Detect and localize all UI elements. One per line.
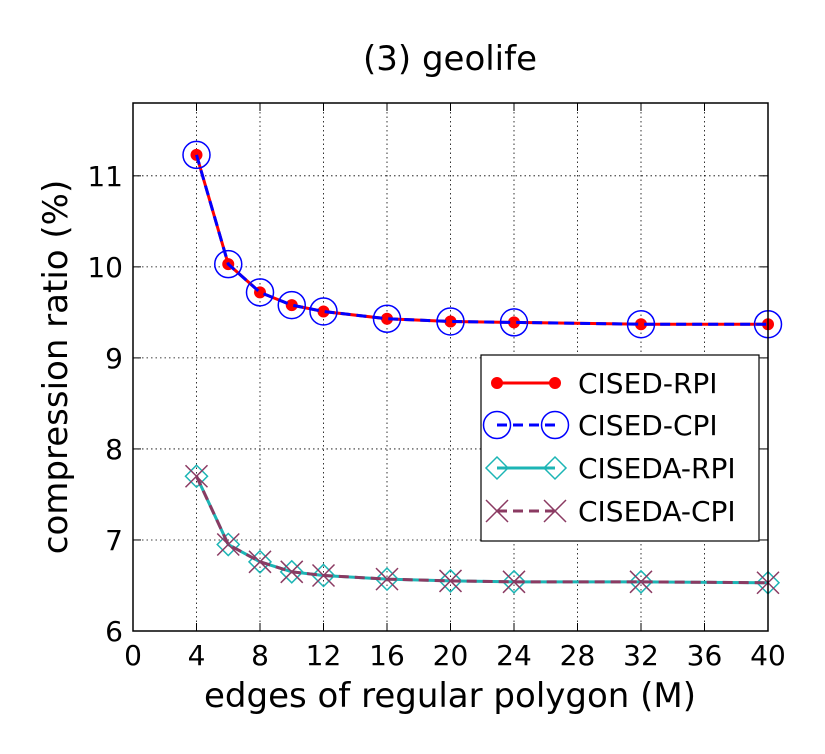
x-marker-stroke — [280, 560, 304, 584]
x-marker-stroke — [216, 532, 240, 557]
x-marker-stroke — [248, 550, 272, 574]
data-point — [438, 568, 463, 593]
x-tick-label: 0 — [124, 639, 142, 672]
legend-label: CISEDA-CPI — [578, 495, 736, 528]
x-tick-label: 16 — [369, 639, 405, 672]
data-point — [184, 464, 209, 488]
legend-box — [480, 354, 760, 542]
x-tick-label: 12 — [306, 639, 342, 672]
x-tick-label: 24 — [496, 639, 532, 672]
x-marker-stroke — [311, 563, 336, 587]
x-tick-label: 8 — [251, 639, 269, 672]
data-point — [311, 563, 336, 588]
x-tick-label: 4 — [188, 639, 206, 672]
data-point — [372, 304, 402, 334]
legend-marker — [491, 377, 503, 389]
legend-marker — [543, 499, 567, 523]
series-line — [195, 154, 768, 326]
series-cised-cpi — [182, 140, 783, 339]
data-point — [245, 278, 275, 307]
legend-marker — [484, 455, 510, 481]
data-point — [216, 532, 240, 557]
data-point — [216, 532, 241, 557]
legend-marker — [549, 377, 561, 389]
x-tick-label: 40 — [750, 639, 786, 672]
x-marker-stroke — [184, 464, 209, 488]
legend-marker — [485, 499, 509, 523]
legend-item: CISEDA-RPI — [484, 452, 736, 485]
data-point — [626, 309, 656, 339]
series-line — [195, 475, 769, 585]
x-marker-stroke — [375, 567, 399, 591]
y-tick-label: 6 — [105, 615, 123, 648]
legend: CISED-RPI CISED-CPI CISEDA-RPI CISEDA-CPI — [480, 354, 760, 542]
data-point — [184, 464, 209, 489]
y-axis-label: compression ratio (%) — [36, 180, 76, 554]
legend-item: CISED-CPI — [482, 409, 718, 442]
legend-marker — [540, 410, 570, 440]
legend-item: CISEDA-CPI — [485, 495, 736, 528]
data-point — [502, 570, 526, 594]
x-marker-stroke — [485, 499, 509, 523]
legend-label: CISED-RPI — [578, 367, 718, 400]
y-tick-label: 10 — [87, 251, 123, 284]
data-point — [436, 307, 465, 336]
x-tick-label: 28 — [560, 639, 596, 672]
x-tick-label: 36 — [687, 639, 723, 672]
axis-ticks: 0 4 8 12 16 20 24 28 32 36 40 6 7 8 9 10 11 — [87, 103, 786, 672]
series-line — [195, 154, 768, 326]
data-point — [277, 290, 306, 320]
data-point — [248, 550, 272, 574]
data-point — [374, 567, 400, 592]
x-marker-stroke — [543, 499, 567, 523]
legend-label: CISEDA-RPI — [578, 452, 736, 485]
x-tick-label: 20 — [433, 639, 469, 672]
x-tick-label: 32 — [623, 639, 659, 672]
legend-label: CISED-CPI — [578, 409, 718, 442]
data-point — [280, 560, 304, 584]
y-tick-label: 8 — [105, 433, 123, 466]
data-point — [309, 297, 338, 326]
x-marker-stroke — [502, 570, 526, 594]
y-tick-label: 11 — [87, 160, 123, 193]
data-point — [629, 570, 653, 594]
data-point — [214, 249, 243, 279]
legend-marker — [542, 455, 568, 481]
x-marker-stroke — [438, 569, 463, 593]
y-tick-label: 7 — [105, 524, 123, 557]
data-point — [438, 569, 463, 593]
chart-title: (3) geolife — [363, 39, 537, 79]
data-point — [182, 140, 211, 170]
data-point — [375, 567, 399, 591]
x-marker-stroke — [629, 570, 653, 594]
data-point — [499, 308, 529, 337]
data-point — [501, 569, 527, 594]
data-point — [311, 563, 336, 587]
legend-item: CISED-RPI — [491, 367, 718, 400]
y-tick-label: 9 — [105, 342, 123, 375]
x-axis-label: edges of regular polygon (M) — [204, 676, 696, 716]
legend-marker — [482, 410, 512, 440]
data-point — [628, 569, 654, 594]
